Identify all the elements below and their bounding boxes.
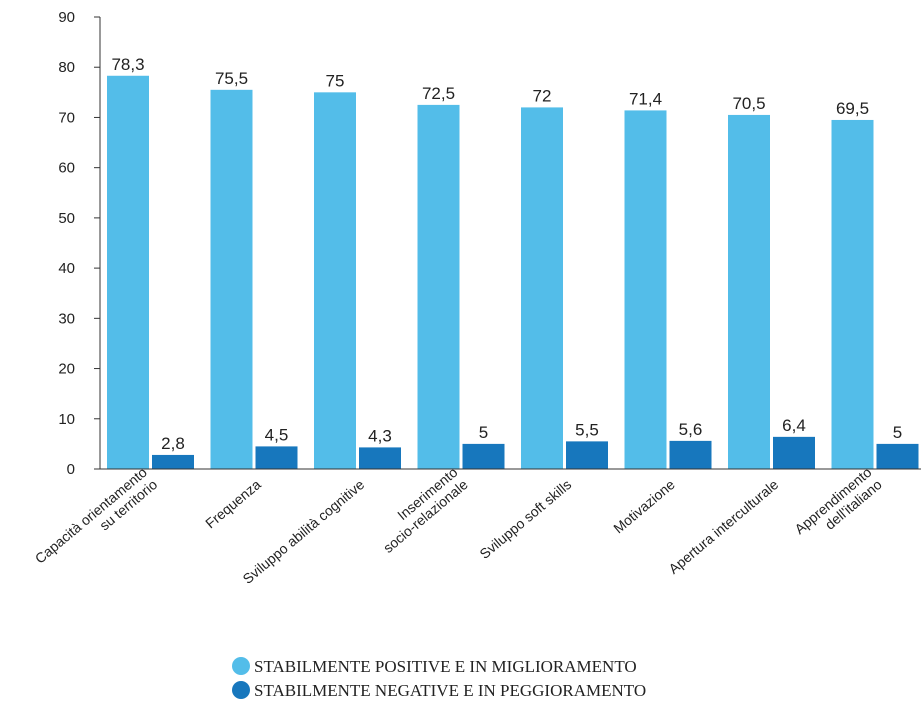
x-tick-label: Apertura interculturale	[665, 476, 781, 577]
value-label: 5	[893, 423, 902, 442]
y-tick-label: 50	[58, 210, 75, 227]
bar	[314, 92, 356, 469]
y-tick-label: 40	[58, 260, 75, 277]
value-label: 5,5	[575, 420, 599, 439]
x-tick-label: Sviluppo abilità cognitive	[240, 476, 368, 587]
value-label: 2,8	[161, 434, 185, 453]
value-label: 75,5	[215, 69, 248, 88]
value-label: 69,5	[836, 99, 869, 118]
x-tick-label: Frequenza	[202, 476, 264, 531]
x-tick-label: Capacità orientamentosu territorio	[32, 464, 161, 579]
value-label: 78,3	[111, 55, 144, 74]
bar	[417, 104, 460, 469]
legend-swatch	[232, 681, 250, 699]
value-label: 5,6	[679, 420, 703, 439]
bar	[876, 443, 919, 469]
value-label: 71,4	[629, 89, 662, 108]
y-tick-label: 60	[58, 160, 75, 177]
y-tick-label: 70	[58, 109, 75, 126]
x-tick-label-line: Frequenza	[202, 476, 264, 531]
y-tick-label: 90	[58, 9, 75, 26]
bar	[152, 454, 194, 469]
bar	[521, 107, 563, 470]
value-label: 6,4	[782, 416, 806, 435]
value-label: 70,5	[732, 94, 765, 113]
bar	[773, 436, 815, 469]
x-tick-label-line: Sviluppo abilità cognitive	[240, 476, 368, 587]
y-tick-label: 10	[58, 411, 75, 428]
value-label: 4,5	[265, 425, 289, 444]
bar	[624, 110, 667, 469]
y-tick-label: 0	[67, 461, 75, 478]
bar	[728, 114, 770, 469]
x-tick-label: Sviluppo soft skills	[476, 476, 574, 562]
value-label: 75	[326, 71, 345, 90]
y-tick-label: 80	[58, 59, 75, 76]
value-label: 5	[479, 423, 488, 442]
x-tick-label: Motivazione	[610, 476, 678, 536]
bar	[359, 447, 401, 469]
value-label: 72,5	[422, 84, 455, 103]
x-tick-label-line: Motivazione	[610, 476, 678, 536]
y-tick-label: 30	[58, 310, 75, 327]
y-tick-label: 20	[58, 361, 75, 378]
legend-swatch	[232, 657, 250, 675]
bar	[669, 440, 712, 469]
x-tick-label-line: Sviluppo soft skills	[476, 476, 574, 562]
bar	[462, 443, 505, 469]
x-tick-label-line: Capacità orientamento	[32, 464, 150, 567]
bar	[255, 446, 298, 469]
bar	[566, 441, 608, 469]
bar	[831, 119, 874, 469]
bar	[210, 89, 253, 470]
x-tick-label: Apprendimentodell'italiano	[791, 464, 884, 550]
value-label: 72	[533, 86, 552, 105]
value-label: 4,3	[368, 426, 392, 445]
bar	[107, 75, 149, 469]
x-tick-label: Inserimentosocio-relazionale	[370, 464, 471, 556]
legend-label: STABILMENTE POSITIVE E IN MIGLIORAMENTO	[254, 657, 637, 676]
legend-label: STABILMENTE NEGATIVE E IN PEGGIORAMENTO	[254, 681, 646, 700]
x-tick-label-line: Apertura interculturale	[665, 476, 781, 577]
